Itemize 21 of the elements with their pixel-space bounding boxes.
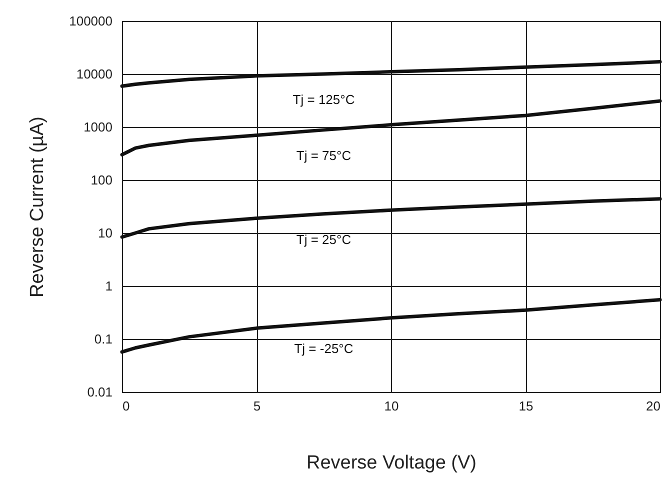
y-axis-title: Reverse Current (µA) [27,116,48,298]
y-tick-label: 100 [90,172,112,188]
y-tick-label: 100000 [69,14,112,28]
series-label: Tj = 75°C [296,148,352,163]
line-series [120,60,662,88]
y-tick-label: 0.01 [87,384,112,400]
x-tick-label: 5 [253,398,261,414]
y-tick-label: 0.1 [94,332,112,346]
y-tick-label: 1 [105,278,112,294]
series-label: Tj = -25°C [294,341,354,356]
x-tick-label: 20 [646,398,660,414]
x-axis-title: Reverse Voltage (V) [306,452,477,474]
y-tick-label: 10000 [76,66,112,82]
series-label: Tj = 25°C [296,232,352,247]
y-tick-label: 1000 [84,120,112,134]
line-series [120,298,662,354]
series-label: Tj = 125°C [292,92,355,107]
x-tick-label: 15 [518,398,534,414]
x-tick-label: 10 [384,398,399,414]
y-tick-label: 10 [98,226,112,240]
x-tick-label: 0 [122,398,130,414]
